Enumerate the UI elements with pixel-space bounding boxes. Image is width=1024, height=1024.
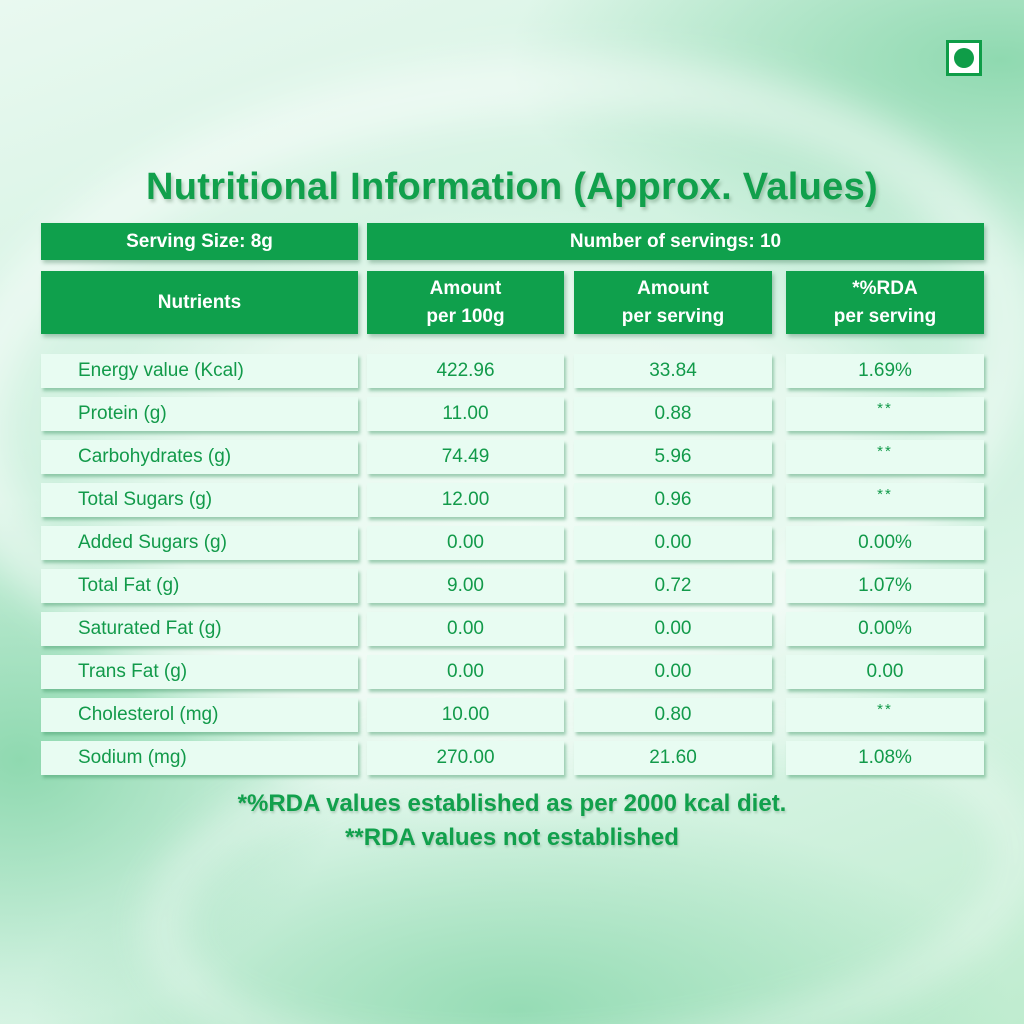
- table-cell-amount-per-100g: 0.00: [367, 612, 564, 646]
- amount-per-100g-value: 12.00: [441, 489, 490, 510]
- table-cell-nutrient-name: Total Fat (g): [41, 569, 358, 603]
- rda-per-serving-value: 1.08%: [858, 747, 912, 768]
- rda-per-serving-value: 1.07%: [858, 575, 912, 596]
- table-cell-amount-per-100g: 10.00: [367, 698, 564, 732]
- nutrient-name-value: Total Sugars (g): [78, 489, 213, 510]
- amount-per-100g-value: 9.00: [447, 575, 484, 596]
- table-cell-nutrient-name: Saturated Fat (g): [41, 612, 358, 646]
- rda-per-serving-value: **: [877, 399, 893, 417]
- nutrient-name-value: Sodium (mg): [78, 747, 187, 768]
- rda-per-serving-value: 0.00%: [858, 618, 912, 639]
- table-cell-nutrient-name: Sodium (mg): [41, 741, 358, 775]
- table-cell-nutrient-name: Carbohydrates (g): [41, 440, 358, 474]
- nutrient-name-value: Saturated Fat (g): [78, 618, 222, 639]
- table-cell-rda-per-serving: **: [786, 698, 984, 732]
- nutrient-name-value: Protein (g): [78, 403, 167, 424]
- column-header-line-1: *%RDA: [852, 277, 918, 299]
- nutrient-name-value: Cholesterol (mg): [78, 704, 219, 725]
- table-cell-amount-per-100g: 12.00: [367, 483, 564, 517]
- table-cell-amount-per-serving: 0.88: [574, 397, 772, 431]
- column-header-per-serving: Amount per serving: [574, 271, 772, 334]
- amount-per-serving-value: 5.96: [654, 446, 692, 467]
- column-header-label: Nutrients: [157, 291, 242, 313]
- rda-per-serving-value: **: [877, 442, 893, 460]
- amount-per-serving-value: 0.88: [654, 403, 692, 424]
- column-header-line-1: Amount: [429, 277, 502, 299]
- table-cell-rda-per-serving: 1.07%: [786, 569, 984, 603]
- column-header-rda: *%RDA per serving: [786, 271, 984, 334]
- table-cell-amount-per-serving: 0.96: [574, 483, 772, 517]
- column-header-line-2: per serving: [621, 305, 725, 327]
- amount-per-serving-value: 0.00: [654, 661, 692, 682]
- amount-per-serving-value: 0.80: [654, 704, 692, 725]
- nutrient-name-value: Energy value (Kcal): [78, 360, 244, 381]
- table-cell-amount-per-serving: 5.96: [574, 440, 772, 474]
- table-cell-rda-per-serving: 1.08%: [786, 741, 984, 775]
- servings-count-label: Number of servings: 10: [367, 223, 984, 260]
- table-cell-amount-per-100g: 11.00: [367, 397, 564, 431]
- column-header-nutrients: Nutrients: [41, 271, 358, 334]
- amount-per-100g-value: 0.00: [447, 532, 484, 553]
- rda-per-serving-value: 0.00: [866, 661, 904, 682]
- table-cell-amount-per-serving: 21.60: [574, 741, 772, 775]
- rda-per-serving-value: 1.69%: [858, 360, 912, 381]
- table-cell-amount-per-serving: 0.80: [574, 698, 772, 732]
- table-cell-rda-per-serving: 0.00: [786, 655, 984, 689]
- serving-size-label: Serving Size: 8g: [41, 223, 358, 260]
- nutrient-name-value: Added Sugars (g): [78, 532, 227, 553]
- nutrient-name-value: Trans Fat (g): [78, 661, 188, 682]
- amount-per-100g-value: 0.00: [447, 618, 484, 639]
- table-cell-nutrient-name: Energy value (Kcal): [41, 354, 358, 388]
- amount-per-100g-value: 422.96: [436, 360, 495, 381]
- table-cell-nutrient-name: Protein (g): [41, 397, 358, 431]
- page-title: Nutritional Information (Approx. Values): [146, 166, 878, 208]
- table-cell-amount-per-100g: 0.00: [367, 526, 564, 560]
- table-cell-amount-per-100g: 74.49: [367, 440, 564, 474]
- amount-per-serving-value: 0.00: [654, 618, 692, 639]
- table-cell-nutrient-name: Cholesterol (mg): [41, 698, 358, 732]
- amount-per-serving-value: 0.00: [654, 532, 692, 553]
- table-cell-amount-per-serving: 0.72: [574, 569, 772, 603]
- table-cell-rda-per-serving: 1.69%: [786, 354, 984, 388]
- table-cell-rda-per-serving: **: [786, 397, 984, 431]
- table-cell-amount-per-100g: 270.00: [367, 741, 564, 775]
- rda-per-serving-value: **: [877, 485, 893, 503]
- column-header-line-1: Amount: [637, 277, 709, 299]
- amount-per-100g-value: 270.00: [436, 747, 495, 768]
- rda-per-serving-value: **: [877, 700, 893, 718]
- amount-per-serving-value: 33.84: [649, 360, 697, 381]
- table-cell-amount-per-serving: 0.00: [574, 655, 772, 689]
- vegetarian-dot-icon: [954, 48, 974, 68]
- amount-per-100g-value: 10.00: [441, 704, 490, 725]
- amount-per-serving-value: 0.96: [654, 489, 692, 510]
- amount-per-serving-value: 21.60: [649, 747, 697, 768]
- amount-per-100g-value: 74.49: [441, 446, 490, 467]
- nutrient-name-value: Total Fat (g): [78, 575, 180, 596]
- table-cell-rda-per-serving: 0.00%: [786, 612, 984, 646]
- table-cell-nutrient-name: Total Sugars (g): [41, 483, 358, 517]
- table-cell-amount-per-serving: 0.00: [574, 526, 772, 560]
- nutrient-name-value: Carbohydrates (g): [78, 446, 232, 467]
- column-header-line-2: per 100g: [426, 305, 505, 327]
- table-cell-rda-per-serving: **: [786, 440, 984, 474]
- column-header-per-100g: Amount per 100g: [367, 271, 564, 334]
- amount-per-100g-value: 11.00: [442, 403, 489, 424]
- table-cell-rda-per-serving: **: [786, 483, 984, 517]
- table-cell-rda-per-serving: 0.00%: [786, 526, 984, 560]
- footnote-rda-not-established: **RDA values not established: [345, 824, 679, 851]
- rda-per-serving-value: 0.00%: [858, 532, 912, 553]
- table-cell-amount-per-100g: 0.00: [367, 655, 564, 689]
- amount-per-serving-value: 0.72: [654, 575, 692, 596]
- table-cell-amount-per-100g: 9.00: [367, 569, 564, 603]
- vegetarian-mark-icon: [946, 40, 982, 76]
- table-cell-nutrient-name: Added Sugars (g): [41, 526, 358, 560]
- column-header-line-2: per serving: [833, 305, 937, 327]
- table-cell-amount-per-serving: 33.84: [574, 354, 772, 388]
- amount-per-100g-value: 0.00: [447, 661, 484, 682]
- table-cell-nutrient-name: Trans Fat (g): [41, 655, 358, 689]
- footnote-rda-basis: *%RDA values established as per 2000 kca…: [237, 790, 787, 817]
- table-cell-amount-per-serving: 0.00: [574, 612, 772, 646]
- table-cell-amount-per-100g: 422.96: [367, 354, 564, 388]
